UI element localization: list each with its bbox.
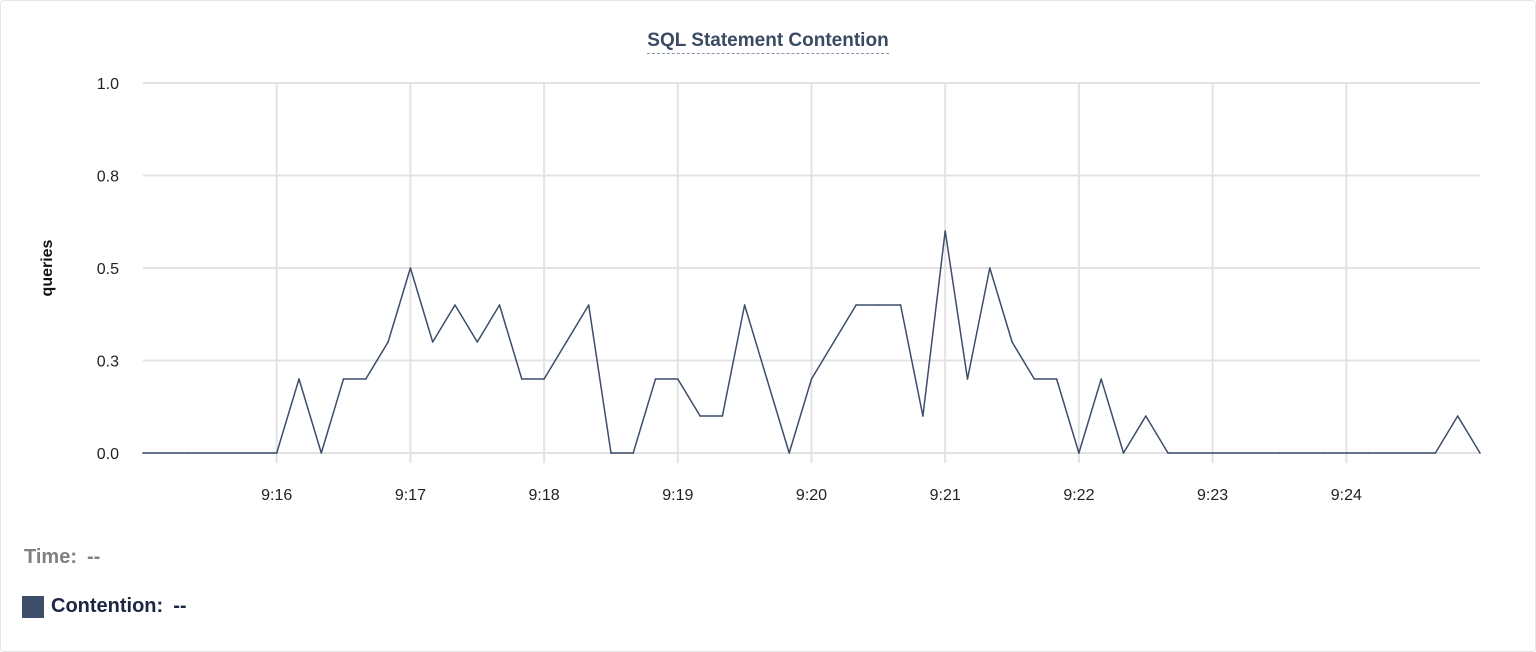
data-point — [1278, 452, 1281, 454]
legend-time-value: -- — [86, 546, 101, 568]
data-point — [632, 452, 635, 454]
x-tick-label: 9:24 — [1331, 487, 1362, 504]
data-point — [766, 378, 768, 380]
x-tick-label: 9:20 — [796, 487, 827, 504]
data-point — [476, 341, 479, 343]
data-point — [543, 378, 545, 380]
y-tick-label: 0.8 — [97, 169, 119, 186]
data-point — [498, 304, 501, 306]
data-point — [1055, 378, 1058, 380]
legend-contention: Contention: -- — [22, 595, 187, 618]
data-point — [1479, 452, 1481, 454]
x-tick-label: 9:17 — [395, 487, 426, 504]
data-point — [431, 341, 434, 343]
data-point — [677, 378, 679, 380]
legend-time: Time: -- — [24, 546, 100, 569]
data-point — [1100, 378, 1102, 380]
chart-title-wrap: SQL Statement Contention — [0, 30, 1536, 54]
data-point — [832, 341, 835, 343]
x-tick-label: 9:19 — [662, 487, 693, 504]
data-point — [699, 415, 701, 417]
data-point — [944, 230, 946, 232]
data-point — [1167, 452, 1169, 454]
data-point — [342, 378, 345, 380]
x-tick-label: 9:22 — [1063, 487, 1094, 504]
data-point — [1412, 452, 1414, 454]
y-tick-label: 1.0 — [97, 76, 119, 93]
data-point — [231, 452, 233, 454]
data-point — [810, 378, 813, 380]
data-point — [521, 378, 523, 380]
data-point — [1434, 452, 1437, 454]
x-tick-label: 9:23 — [1197, 487, 1228, 504]
data-point — [988, 267, 991, 269]
y-tick-label: 0.5 — [97, 261, 119, 278]
data-point — [610, 452, 612, 454]
data-point — [1211, 452, 1214, 454]
data-point — [899, 304, 902, 306]
data-point — [922, 415, 924, 417]
data-point — [1033, 378, 1036, 380]
data-point — [654, 378, 657, 380]
legend-series-label: Contention: — [51, 595, 164, 617]
data-point — [1189, 452, 1192, 454]
data-point — [1345, 452, 1348, 454]
data-point — [1456, 415, 1459, 417]
x-tick-label: 9:18 — [529, 487, 560, 504]
data-point — [1300, 452, 1303, 454]
x-tick-label: 9:21 — [930, 487, 961, 504]
data-point — [721, 415, 724, 417]
legend-time-label: Time: — [24, 546, 77, 568]
data-point — [454, 304, 456, 306]
data-point — [877, 304, 880, 306]
data-point — [1122, 452, 1125, 454]
y-tick-label: 0.0 — [97, 446, 119, 463]
data-point — [587, 304, 590, 306]
data-point — [1323, 452, 1325, 454]
data-point — [1256, 452, 1258, 454]
data-point — [1390, 452, 1392, 454]
data-point — [565, 341, 568, 343]
data-point — [275, 452, 278, 454]
data-point — [164, 452, 167, 454]
chart-title[interactable]: SQL Statement Contention — [647, 30, 889, 54]
data-point — [142, 452, 144, 454]
data-point — [387, 341, 389, 343]
data-point — [1144, 415, 1147, 417]
legend-swatch — [22, 595, 44, 618]
data-point — [186, 452, 189, 454]
y-axis-label: queries — [39, 239, 56, 296]
data-point — [1367, 452, 1370, 454]
x-tick-label: 9:16 — [261, 487, 292, 504]
data-point — [1234, 452, 1236, 454]
data-point — [253, 452, 256, 454]
data-point — [743, 304, 746, 306]
data-point — [409, 267, 412, 269]
data-point — [209, 452, 211, 454]
data-point — [320, 452, 323, 454]
legend-series-value: -- — [173, 595, 187, 617]
data-point — [365, 378, 367, 380]
data-point — [788, 452, 791, 454]
data-point — [298, 378, 300, 380]
data-point — [1078, 452, 1080, 454]
data-point — [966, 378, 969, 380]
data-point — [1011, 341, 1013, 343]
data-point — [855, 304, 857, 306]
y-tick-label: 0.3 — [97, 354, 119, 371]
